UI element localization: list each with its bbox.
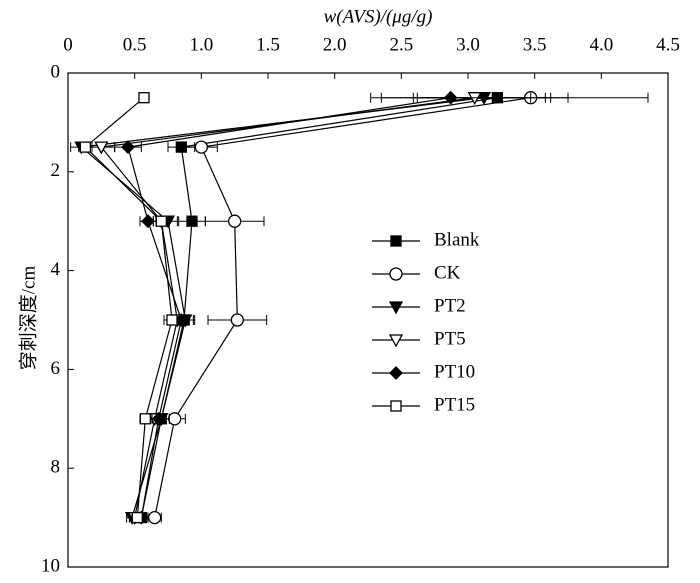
y-tick-label: 2 <box>51 160 61 181</box>
marker <box>194 140 208 154</box>
marker <box>230 313 244 327</box>
marker <box>443 90 458 105</box>
legend-label: PT5 <box>434 328 466 349</box>
marker <box>155 215 167 227</box>
marker <box>388 301 404 315</box>
marker <box>148 510 162 525</box>
series-line <box>154 97 531 518</box>
marker <box>186 215 198 227</box>
x-tick-label: 3.5 <box>523 34 547 55</box>
legend-label: Blank <box>434 229 480 250</box>
plot-frame <box>67 72 669 568</box>
y-axis-label: 穿刺深度/cm <box>17 266 39 371</box>
y-tick-label: 6 <box>51 358 61 379</box>
legend-label: PT10 <box>434 361 475 382</box>
y-tick-label: 10 <box>41 555 60 576</box>
chart-title: w(AVS)/(μg/g) <box>324 6 433 27</box>
marker <box>389 267 403 281</box>
marker <box>151 411 166 426</box>
marker <box>388 334 404 348</box>
marker <box>389 366 403 380</box>
series-line <box>79 97 485 518</box>
x-tick-label: 4.5 <box>656 34 680 55</box>
marker <box>166 314 178 326</box>
marker <box>121 140 135 155</box>
marker <box>390 235 402 247</box>
legend-label: PT15 <box>434 394 475 415</box>
series-line <box>140 97 498 518</box>
x-tick-label: 2.5 <box>389 34 413 55</box>
marker <box>141 214 155 229</box>
marker <box>79 141 91 153</box>
y-tick-label: 4 <box>51 259 61 280</box>
marker <box>131 511 143 524</box>
x-tick-label: 1.5 <box>256 34 280 55</box>
marker <box>138 92 150 104</box>
marker <box>228 214 242 228</box>
marker <box>94 141 109 155</box>
x-tick-label: 0.5 <box>123 34 147 55</box>
x-tick-label: 3.0 <box>456 34 480 55</box>
x-tick-label: 2.0 <box>323 34 347 55</box>
x-tick-label: 1.0 <box>189 34 213 55</box>
y-tick-label: 8 <box>51 457 61 478</box>
series-line <box>100 97 475 518</box>
legend-label: CK <box>434 262 461 283</box>
marker <box>168 412 182 426</box>
x-tick-label: 4.0 <box>589 34 613 55</box>
legend-label: PT2 <box>434 295 466 316</box>
series-line <box>84 97 173 518</box>
marker <box>139 413 151 425</box>
marker <box>390 400 402 412</box>
series-line <box>127 97 451 518</box>
y-tick-label: 0 <box>51 61 61 82</box>
x-tick-label: 0 <box>63 34 73 55</box>
